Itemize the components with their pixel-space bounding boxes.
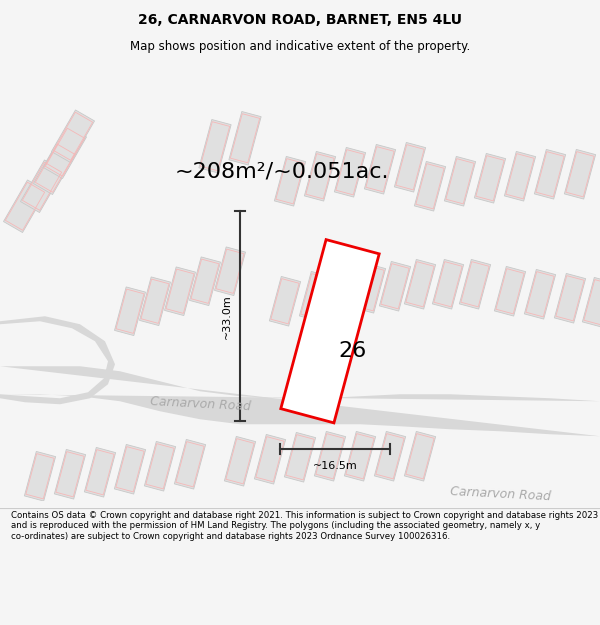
Polygon shape: [284, 432, 316, 482]
Polygon shape: [304, 151, 335, 201]
Polygon shape: [140, 277, 170, 326]
Polygon shape: [0, 316, 115, 404]
Polygon shape: [43, 126, 86, 179]
Polygon shape: [565, 149, 596, 199]
Polygon shape: [25, 451, 56, 501]
Polygon shape: [34, 142, 77, 194]
Polygon shape: [364, 144, 395, 194]
Polygon shape: [4, 180, 47, 232]
Polygon shape: [299, 271, 331, 321]
Text: 26, CARNARVON ROAD, BARNET, EN5 4LU: 26, CARNARVON ROAD, BARNET, EN5 4LU: [138, 12, 462, 26]
Polygon shape: [433, 259, 464, 309]
Polygon shape: [224, 436, 256, 486]
Polygon shape: [334, 148, 365, 197]
Polygon shape: [145, 441, 176, 491]
Polygon shape: [229, 111, 261, 165]
Polygon shape: [329, 266, 361, 316]
Polygon shape: [460, 259, 491, 309]
Polygon shape: [494, 266, 526, 316]
Polygon shape: [535, 149, 566, 199]
Polygon shape: [583, 278, 600, 327]
Polygon shape: [404, 431, 436, 481]
Polygon shape: [404, 259, 436, 309]
Polygon shape: [199, 119, 231, 173]
Polygon shape: [314, 431, 346, 481]
Text: Carnarvon Road: Carnarvon Road: [150, 395, 251, 413]
Text: Contains OS data © Crown copyright and database right 2021. This information is : Contains OS data © Crown copyright and d…: [11, 511, 598, 541]
Polygon shape: [554, 274, 586, 323]
Polygon shape: [175, 439, 206, 489]
Polygon shape: [505, 151, 536, 201]
Polygon shape: [215, 247, 245, 296]
Polygon shape: [281, 239, 379, 423]
Text: 26: 26: [338, 341, 366, 361]
Text: ~33.0m: ~33.0m: [222, 294, 232, 339]
Polygon shape: [379, 261, 410, 311]
Polygon shape: [524, 269, 556, 319]
Polygon shape: [415, 161, 446, 211]
Polygon shape: [475, 154, 506, 203]
Polygon shape: [85, 448, 116, 497]
Polygon shape: [269, 276, 301, 326]
Text: ~16.5m: ~16.5m: [313, 461, 358, 471]
Polygon shape: [115, 287, 145, 336]
Polygon shape: [115, 444, 146, 494]
Polygon shape: [20, 160, 64, 212]
Polygon shape: [254, 434, 286, 484]
Polygon shape: [355, 264, 386, 313]
Polygon shape: [374, 431, 406, 481]
Polygon shape: [0, 366, 600, 436]
Polygon shape: [52, 110, 95, 162]
Text: Map shows position and indicative extent of the property.: Map shows position and indicative extent…: [130, 40, 470, 53]
Polygon shape: [344, 431, 376, 481]
Polygon shape: [274, 156, 305, 206]
Text: ~208m²/~0.051ac.: ~208m²/~0.051ac.: [175, 161, 389, 181]
Polygon shape: [190, 257, 220, 306]
Polygon shape: [164, 267, 196, 316]
Polygon shape: [55, 449, 86, 499]
Polygon shape: [394, 142, 425, 192]
Text: Carnarvon Road: Carnarvon Road: [450, 485, 551, 503]
Polygon shape: [445, 156, 476, 206]
